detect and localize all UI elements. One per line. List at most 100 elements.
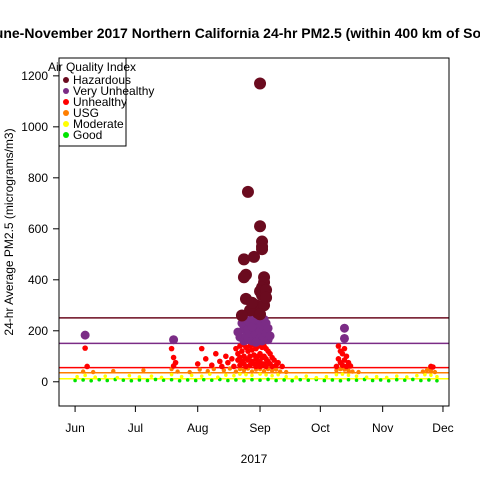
point-good-22 — [250, 377, 254, 382]
point-hazardous-10 — [254, 77, 267, 90]
point-good-29 — [306, 378, 311, 383]
point-unhealthy-3 — [170, 354, 177, 361]
point-hazardous-11 — [254, 220, 267, 233]
point-moderate-27 — [314, 375, 319, 380]
point-moderate-25 — [294, 375, 299, 379]
point-usg-35 — [432, 369, 438, 375]
point-unhealthy-68 — [275, 359, 281, 366]
point-good-23 — [258, 378, 262, 383]
point-hazardous-24 — [235, 309, 248, 322]
point-usg-25 — [334, 368, 339, 373]
point-moderate-18 — [244, 372, 248, 377]
point-very-unhealthy-3 — [339, 333, 349, 343]
point-very-unhealthy-2 — [339, 323, 349, 333]
point-good-27 — [290, 378, 294, 383]
point-moderate-7 — [149, 374, 154, 378]
point-unhealthy-15 — [229, 356, 235, 362]
point-moderate-3 — [103, 374, 108, 378]
point-usg-26 — [338, 366, 343, 372]
point-usg-10 — [221, 368, 227, 373]
point-moderate-41 — [435, 374, 439, 379]
point-very-unhealthy-0 — [80, 330, 90, 340]
point-moderate-4 — [115, 375, 120, 380]
point-good-6 — [121, 378, 126, 383]
x-tick-label-2: Aug — [187, 421, 208, 435]
x-tick-label-5: Nov — [372, 421, 393, 435]
point-unhealthy-16 — [231, 363, 237, 370]
point-good-15 — [193, 378, 198, 383]
point-unhealthy-5 — [170, 363, 177, 369]
point-good-28 — [298, 377, 303, 382]
point-good-9 — [145, 378, 150, 383]
point-unhealthy-6 — [194, 361, 201, 367]
legend-marker-good — [63, 132, 69, 138]
point-moderate-8 — [159, 375, 164, 380]
point-moderate-22 — [270, 373, 274, 378]
point-moderate-2 — [93, 375, 97, 379]
point-hazardous-23 — [260, 291, 273, 304]
point-moderate-19 — [250, 373, 254, 378]
point-moderate-0 — [75, 374, 79, 379]
point-moderate-39 — [423, 372, 427, 377]
point-moderate-36 — [394, 374, 399, 378]
point-usg-8 — [205, 368, 210, 374]
y-tick-label-1000: 1000 — [21, 120, 48, 134]
point-moderate-33 — [364, 375, 369, 379]
point-usg-9 — [211, 366, 216, 372]
point-usg-0 — [80, 369, 86, 374]
point-good-34 — [346, 377, 351, 382]
point-usg-2 — [111, 368, 116, 374]
point-very-unhealthy-34 — [263, 323, 273, 333]
point-usg-21 — [269, 368, 275, 373]
y-tick-label-200: 200 — [28, 324, 48, 338]
point-hazardous-9 — [245, 296, 258, 309]
point-usg-16 — [249, 369, 255, 374]
point-good-37 — [370, 378, 375, 383]
y-axis-label: 24-hr Average PM2.5 (micrograms/m3) — [2, 128, 16, 335]
point-usg-7 — [197, 367, 202, 372]
point-good-16 — [201, 377, 206, 382]
point-usg-1 — [90, 369, 96, 375]
point-good-40 — [394, 377, 399, 382]
x-tick-label-1: Jul — [128, 421, 143, 435]
y-tick-label-800: 800 — [28, 171, 48, 185]
point-very-unhealthy-38 — [247, 322, 257, 332]
point-good-21 — [242, 378, 246, 383]
point-good-20 — [234, 378, 238, 382]
point-unhealthy-59 — [263, 363, 269, 370]
legend-marker-unhealthy — [63, 99, 69, 105]
point-unhealthy-72 — [335, 343, 342, 349]
point-usg-11 — [227, 366, 233, 371]
legend-label-very-unhealthy: Very Unhealthy — [73, 84, 154, 98]
legend-marker-usg — [63, 110, 69, 116]
point-usg-3 — [141, 368, 146, 373]
point-good-1 — [81, 378, 85, 382]
point-usg-30 — [356, 369, 361, 375]
point-usg-5 — [175, 369, 180, 374]
point-good-0 — [73, 378, 77, 383]
point-moderate-6 — [137, 375, 142, 379]
legend-marker-very-unhealthy — [63, 88, 69, 94]
point-usg-12 — [233, 369, 239, 374]
point-hazardous-0 — [241, 185, 254, 198]
point-unhealthy-70 — [333, 363, 340, 370]
legend-label-good: Good — [73, 128, 102, 142]
legend-title: Air Quality Index — [48, 60, 136, 74]
point-good-14 — [185, 378, 190, 382]
point-moderate-16 — [232, 373, 236, 378]
x-tick-label-6: Dec — [432, 421, 453, 435]
point-good-12 — [169, 377, 174, 382]
point-hazardous-3 — [237, 271, 250, 284]
x-axis-label: 2017 — [241, 452, 268, 466]
y-tick-label-0: 0 — [41, 375, 48, 389]
point-moderate-12 — [199, 374, 204, 378]
point-moderate-15 — [224, 373, 228, 377]
point-moderate-37 — [404, 375, 409, 379]
point-good-41 — [402, 378, 407, 383]
point-moderate-17 — [238, 372, 242, 376]
point-moderate-5 — [127, 373, 132, 378]
point-unhealthy-77 — [341, 345, 348, 352]
point-moderate-26 — [304, 374, 309, 378]
point-moderate-31 — [346, 373, 351, 377]
